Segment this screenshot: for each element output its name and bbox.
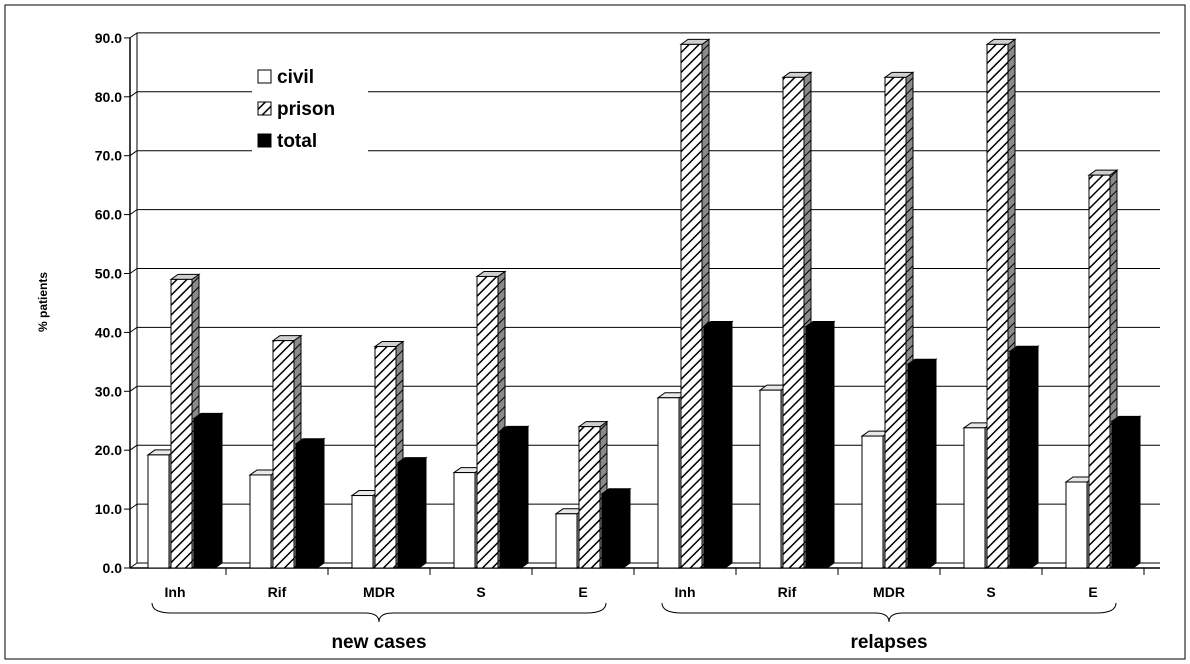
legend-label-total: total xyxy=(277,131,317,152)
bar-front xyxy=(499,430,522,569)
bar-front xyxy=(351,495,374,569)
bar-side xyxy=(1030,345,1039,569)
bar-side xyxy=(214,412,223,569)
bar-front xyxy=(782,76,805,569)
gridline-diagonal xyxy=(129,268,138,274)
gridline-diagonal xyxy=(129,91,138,98)
bar-front xyxy=(907,363,930,569)
bar-front xyxy=(963,427,986,569)
bar-front xyxy=(272,340,295,569)
bar-front xyxy=(657,397,680,569)
legend-swatch-total xyxy=(257,133,272,148)
x-category-label: Rif xyxy=(778,584,797,600)
bar-side xyxy=(316,437,325,569)
bar-front xyxy=(453,472,476,569)
bar-front xyxy=(680,43,703,569)
gridline-diagonal xyxy=(129,562,138,569)
gridline-diagonal xyxy=(129,150,138,157)
x-category-label: S xyxy=(476,584,485,600)
bar-front xyxy=(1111,420,1134,569)
group-label: new cases xyxy=(331,632,426,653)
bar-total xyxy=(498,425,530,569)
y-tick-label: 50.0 xyxy=(95,266,122,282)
legend: civil prison total xyxy=(252,62,368,154)
bar-total xyxy=(192,412,224,569)
x-category-label: E xyxy=(1088,584,1097,600)
x-category-label: Inh xyxy=(165,584,186,600)
bar-front xyxy=(601,493,624,569)
gridline-diagonal xyxy=(129,209,138,216)
bar-front xyxy=(759,389,782,569)
x-category-label: S xyxy=(986,584,995,600)
bar-front xyxy=(476,275,499,569)
bar-total xyxy=(702,320,734,569)
bar-front xyxy=(703,326,726,569)
gridline-diagonal xyxy=(129,444,138,451)
bar-total xyxy=(396,456,428,569)
group-brace xyxy=(661,602,1117,623)
bar-total xyxy=(804,320,836,569)
bar-side xyxy=(1132,415,1141,569)
legend-swatch-civil xyxy=(257,69,272,84)
bar-side xyxy=(826,320,835,569)
x-category-label: E xyxy=(578,584,587,600)
y-tick-label: 0.0 xyxy=(103,560,123,576)
y-tick-label: 90.0 xyxy=(95,30,122,46)
axis-labels: 0.0 10.0 20.0 30.0 40.0 50.0 60.0 70.0 80.0 90.0 I… xyxy=(36,30,1117,653)
bar-total xyxy=(1110,415,1142,569)
bar-front xyxy=(555,513,578,569)
bar-front xyxy=(374,346,397,569)
legend-label-civil: civil xyxy=(277,67,314,88)
x-category-label: MDR xyxy=(873,584,905,600)
y-tick-label: 80.0 xyxy=(95,89,122,105)
y-tick-label: 20.0 xyxy=(95,442,122,458)
y-tick-label: 10.0 xyxy=(95,501,122,517)
group-brace xyxy=(151,602,607,623)
x-category-label: Inh xyxy=(675,584,696,600)
y-axis-title: % patients xyxy=(36,272,50,332)
bar-front xyxy=(147,454,170,569)
y-tick-label: 60.0 xyxy=(95,207,122,223)
gridline-diagonal xyxy=(129,326,138,333)
bar-total xyxy=(600,487,632,569)
bar-side xyxy=(724,320,733,569)
gridline-diagonal xyxy=(129,32,138,39)
chart-frame xyxy=(4,4,1186,660)
y-tick-label: 40.0 xyxy=(95,324,122,340)
bar-total xyxy=(906,358,938,569)
bar-front xyxy=(1088,174,1111,569)
bar-front xyxy=(578,426,601,569)
bar-total xyxy=(294,437,326,569)
bar-front xyxy=(397,462,420,569)
bar-side xyxy=(520,425,529,569)
bar-front xyxy=(193,417,216,569)
bar-front xyxy=(1065,481,1088,569)
gridline-diagonal xyxy=(129,503,138,510)
bar-side xyxy=(418,456,427,569)
legend-label-prison: prison xyxy=(277,99,335,120)
bar-side xyxy=(622,487,631,569)
bar-front xyxy=(986,43,1009,569)
x-category-label: Rif xyxy=(268,584,287,600)
bar-front xyxy=(805,326,828,569)
bar-front xyxy=(249,474,272,569)
bar-prison xyxy=(679,38,711,569)
bar-front xyxy=(861,435,884,569)
group-label: relapses xyxy=(850,632,927,653)
y-tick-label: 30.0 xyxy=(95,383,122,399)
bar-front xyxy=(170,278,193,569)
bar-front xyxy=(1009,350,1032,569)
bar-front xyxy=(884,76,907,569)
y-tick-label: 70.0 xyxy=(95,148,122,164)
bar-total xyxy=(1008,345,1040,569)
gridline-diagonal xyxy=(129,385,138,392)
x-category-label: MDR xyxy=(363,584,395,600)
bar-front xyxy=(295,443,318,569)
bar-side xyxy=(928,358,937,569)
legend-swatch-prison xyxy=(257,101,272,116)
bars xyxy=(146,38,1142,569)
